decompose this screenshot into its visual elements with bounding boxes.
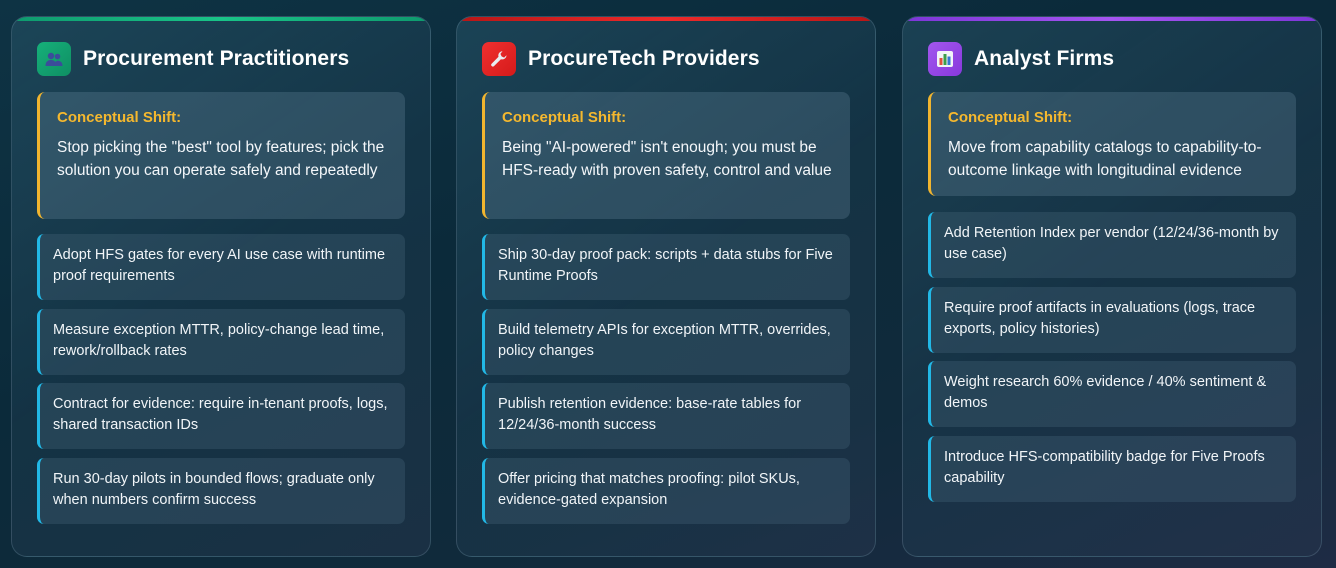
action-item: Introduce HFS-compatibility badge for Fi… — [928, 436, 1296, 502]
card-header: ProcureTech Providers — [482, 42, 760, 76]
action-item: Publish retention evidence: base-rate ta… — [482, 383, 850, 449]
card-title: Procurement Practitioners — [83, 47, 350, 70]
card-accent-bar — [12, 17, 430, 21]
action-item: Contract for evidence: require in-tenant… — [37, 383, 405, 449]
action-item: Weight research 60% evidence / 40% senti… — [928, 361, 1296, 427]
card-title: ProcureTech Providers — [528, 47, 760, 70]
people-icon — [37, 42, 71, 76]
card-accent-bar — [903, 17, 1321, 21]
card-procuretech-providers: ProcureTech Providers Conceptual Shift: … — [456, 16, 876, 557]
action-item: Adopt HFS gates for every AI use case wi… — [37, 234, 405, 300]
card-analyst-firms: Analyst Firms Conceptual Shift: Move fro… — [902, 16, 1322, 557]
action-item: Require proof artifacts in evaluations (… — [928, 287, 1296, 353]
conceptual-shift-text: Being "AI-powered" isn't enough; you mus… — [502, 139, 832, 179]
conceptual-shift-text: Stop picking the "best" tool by features… — [57, 139, 385, 179]
action-item: Ship 30-day proof pack: scripts + data s… — [482, 234, 850, 300]
bar-chart-icon — [928, 42, 962, 76]
conceptual-shift-label: Conceptual Shift: — [948, 109, 1073, 126]
card-title: Analyst Firms — [974, 47, 1115, 70]
action-item: Run 30-day pilots in bounded flows; grad… — [37, 458, 405, 524]
conceptual-shift-box: Conceptual Shift: Move from capability c… — [928, 92, 1296, 196]
card-header: Procurement Practitioners — [37, 42, 349, 76]
card-header: Analyst Firms — [928, 42, 1114, 76]
card-procurement-practitioners: Procurement Practitioners Conceptual Shi… — [11, 16, 431, 557]
action-item: Offer pricing that matches proofing: pil… — [482, 458, 850, 524]
conceptual-shift-box: Conceptual Shift: Stop picking the "best… — [37, 92, 405, 219]
action-item: Add Retention Index per vendor (12/24/36… — [928, 212, 1296, 278]
action-item: Build telemetry APIs for exception MTTR,… — [482, 309, 850, 375]
conceptual-shift-text: Move from capability catalogs to capabil… — [948, 139, 1262, 179]
conceptual-shift-label: Conceptual Shift: — [57, 109, 182, 126]
action-item: Measure exception MTTR, policy-change le… — [37, 309, 405, 375]
conceptual-shift-box: Conceptual Shift: Being "AI-powered" isn… — [482, 92, 850, 219]
card-accent-bar — [457, 17, 875, 21]
wrench-icon — [482, 42, 516, 76]
conceptual-shift-label: Conceptual Shift: — [502, 109, 627, 126]
